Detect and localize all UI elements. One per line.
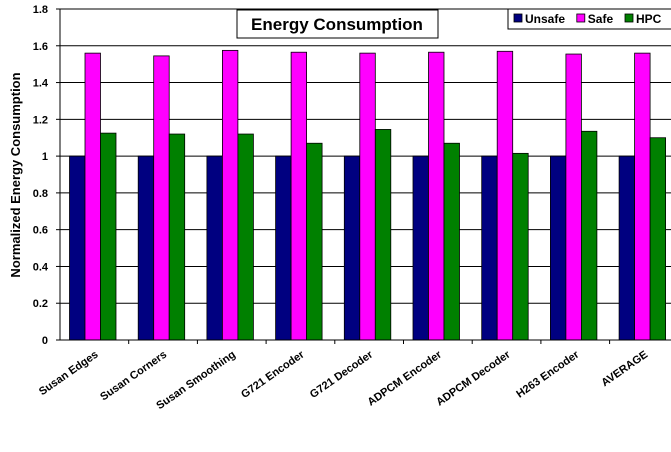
bar-hpc-6	[512, 152, 529, 341]
bar-unsafe-3	[275, 155, 292, 341]
bar-safe-3	[290, 51, 308, 341]
legend-swatch-hpc	[624, 13, 634, 23]
legend-label-unsafe: Unsafe	[525, 12, 565, 26]
bar-unsafe-6	[481, 155, 498, 341]
chart-title-box: Energy Consumption	[236, 9, 439, 39]
bar-hpc-5	[443, 142, 460, 341]
bar-hpc-0	[100, 132, 117, 341]
y-tick-label: 1.6	[33, 41, 48, 53]
y-tick-label: 0.6	[33, 225, 48, 237]
title-frame	[236, 9, 439, 39]
bar-safe-8	[634, 52, 651, 341]
legend-swatch-unsafe	[513, 13, 523, 23]
y-axis-label: Normalized Energy Consumption	[8, 72, 23, 277]
x-category-label: G721 Decoder	[308, 348, 376, 401]
bar-safe-6	[496, 50, 514, 341]
bar-hpc-1	[168, 133, 186, 341]
bar-hpc-3	[306, 142, 323, 341]
y-tick-label: 0	[42, 335, 48, 347]
legend-label-safe: Safe	[588, 12, 614, 26]
bar-safe-7	[565, 53, 582, 341]
bars	[69, 49, 666, 344]
legend-label-hpc: HPC	[636, 12, 662, 26]
bar-hpc-2	[237, 133, 254, 341]
axes	[59, 9, 671, 341]
x-category-label: ADPCM Encoder	[365, 348, 444, 408]
bar-hpc-8	[649, 137, 666, 341]
y-tick-label: 1	[42, 151, 48, 163]
x-category-label: G721 Encoder	[239, 348, 307, 401]
y-tick-label: 1.8	[33, 4, 48, 16]
bar-hpc-4	[374, 129, 392, 341]
x-category-label: Susan Edges	[37, 349, 100, 398]
x-category-label: AVERAGE	[599, 349, 650, 390]
y-tick-label: 0.2	[33, 298, 48, 310]
bar-safe-2	[221, 49, 239, 341]
bar-safe-4	[359, 52, 376, 341]
legend-swatch-safe	[576, 13, 586, 23]
legend: Unsafe Safe HPC	[507, 8, 671, 30]
bar-unsafe-4	[343, 155, 361, 341]
bar-safe-5	[428, 51, 445, 341]
bar-unsafe-8	[618, 155, 635, 341]
chart-title: Energy Consumption	[251, 15, 423, 34]
bar-unsafe-0	[69, 155, 86, 341]
bar-safe-0	[84, 52, 101, 341]
y-tick-label: 0.8	[33, 188, 48, 200]
y-tick-label: 1.2	[33, 114, 48, 126]
bar-unsafe-5	[412, 155, 429, 341]
bar-unsafe-1	[137, 155, 155, 341]
x-category-label: ADPCM Decoder	[434, 348, 513, 408]
bar-unsafe-2	[206, 155, 223, 341]
bar-hpc-7	[581, 130, 598, 341]
y-tick-labels: 0 0.2 0.4 0.6 0.8 1 1.2 1.4 1.6 1.8	[33, 4, 60, 347]
bar-unsafe-7	[550, 155, 567, 341]
y-tick-label: 0.4	[33, 261, 49, 273]
x-category-label: H263 Encoder	[514, 348, 582, 400]
y-tick-label: 1.4	[33, 78, 49, 90]
x-category-label: Susan Corners	[98, 349, 169, 404]
bar-safe-1	[153, 55, 170, 341]
